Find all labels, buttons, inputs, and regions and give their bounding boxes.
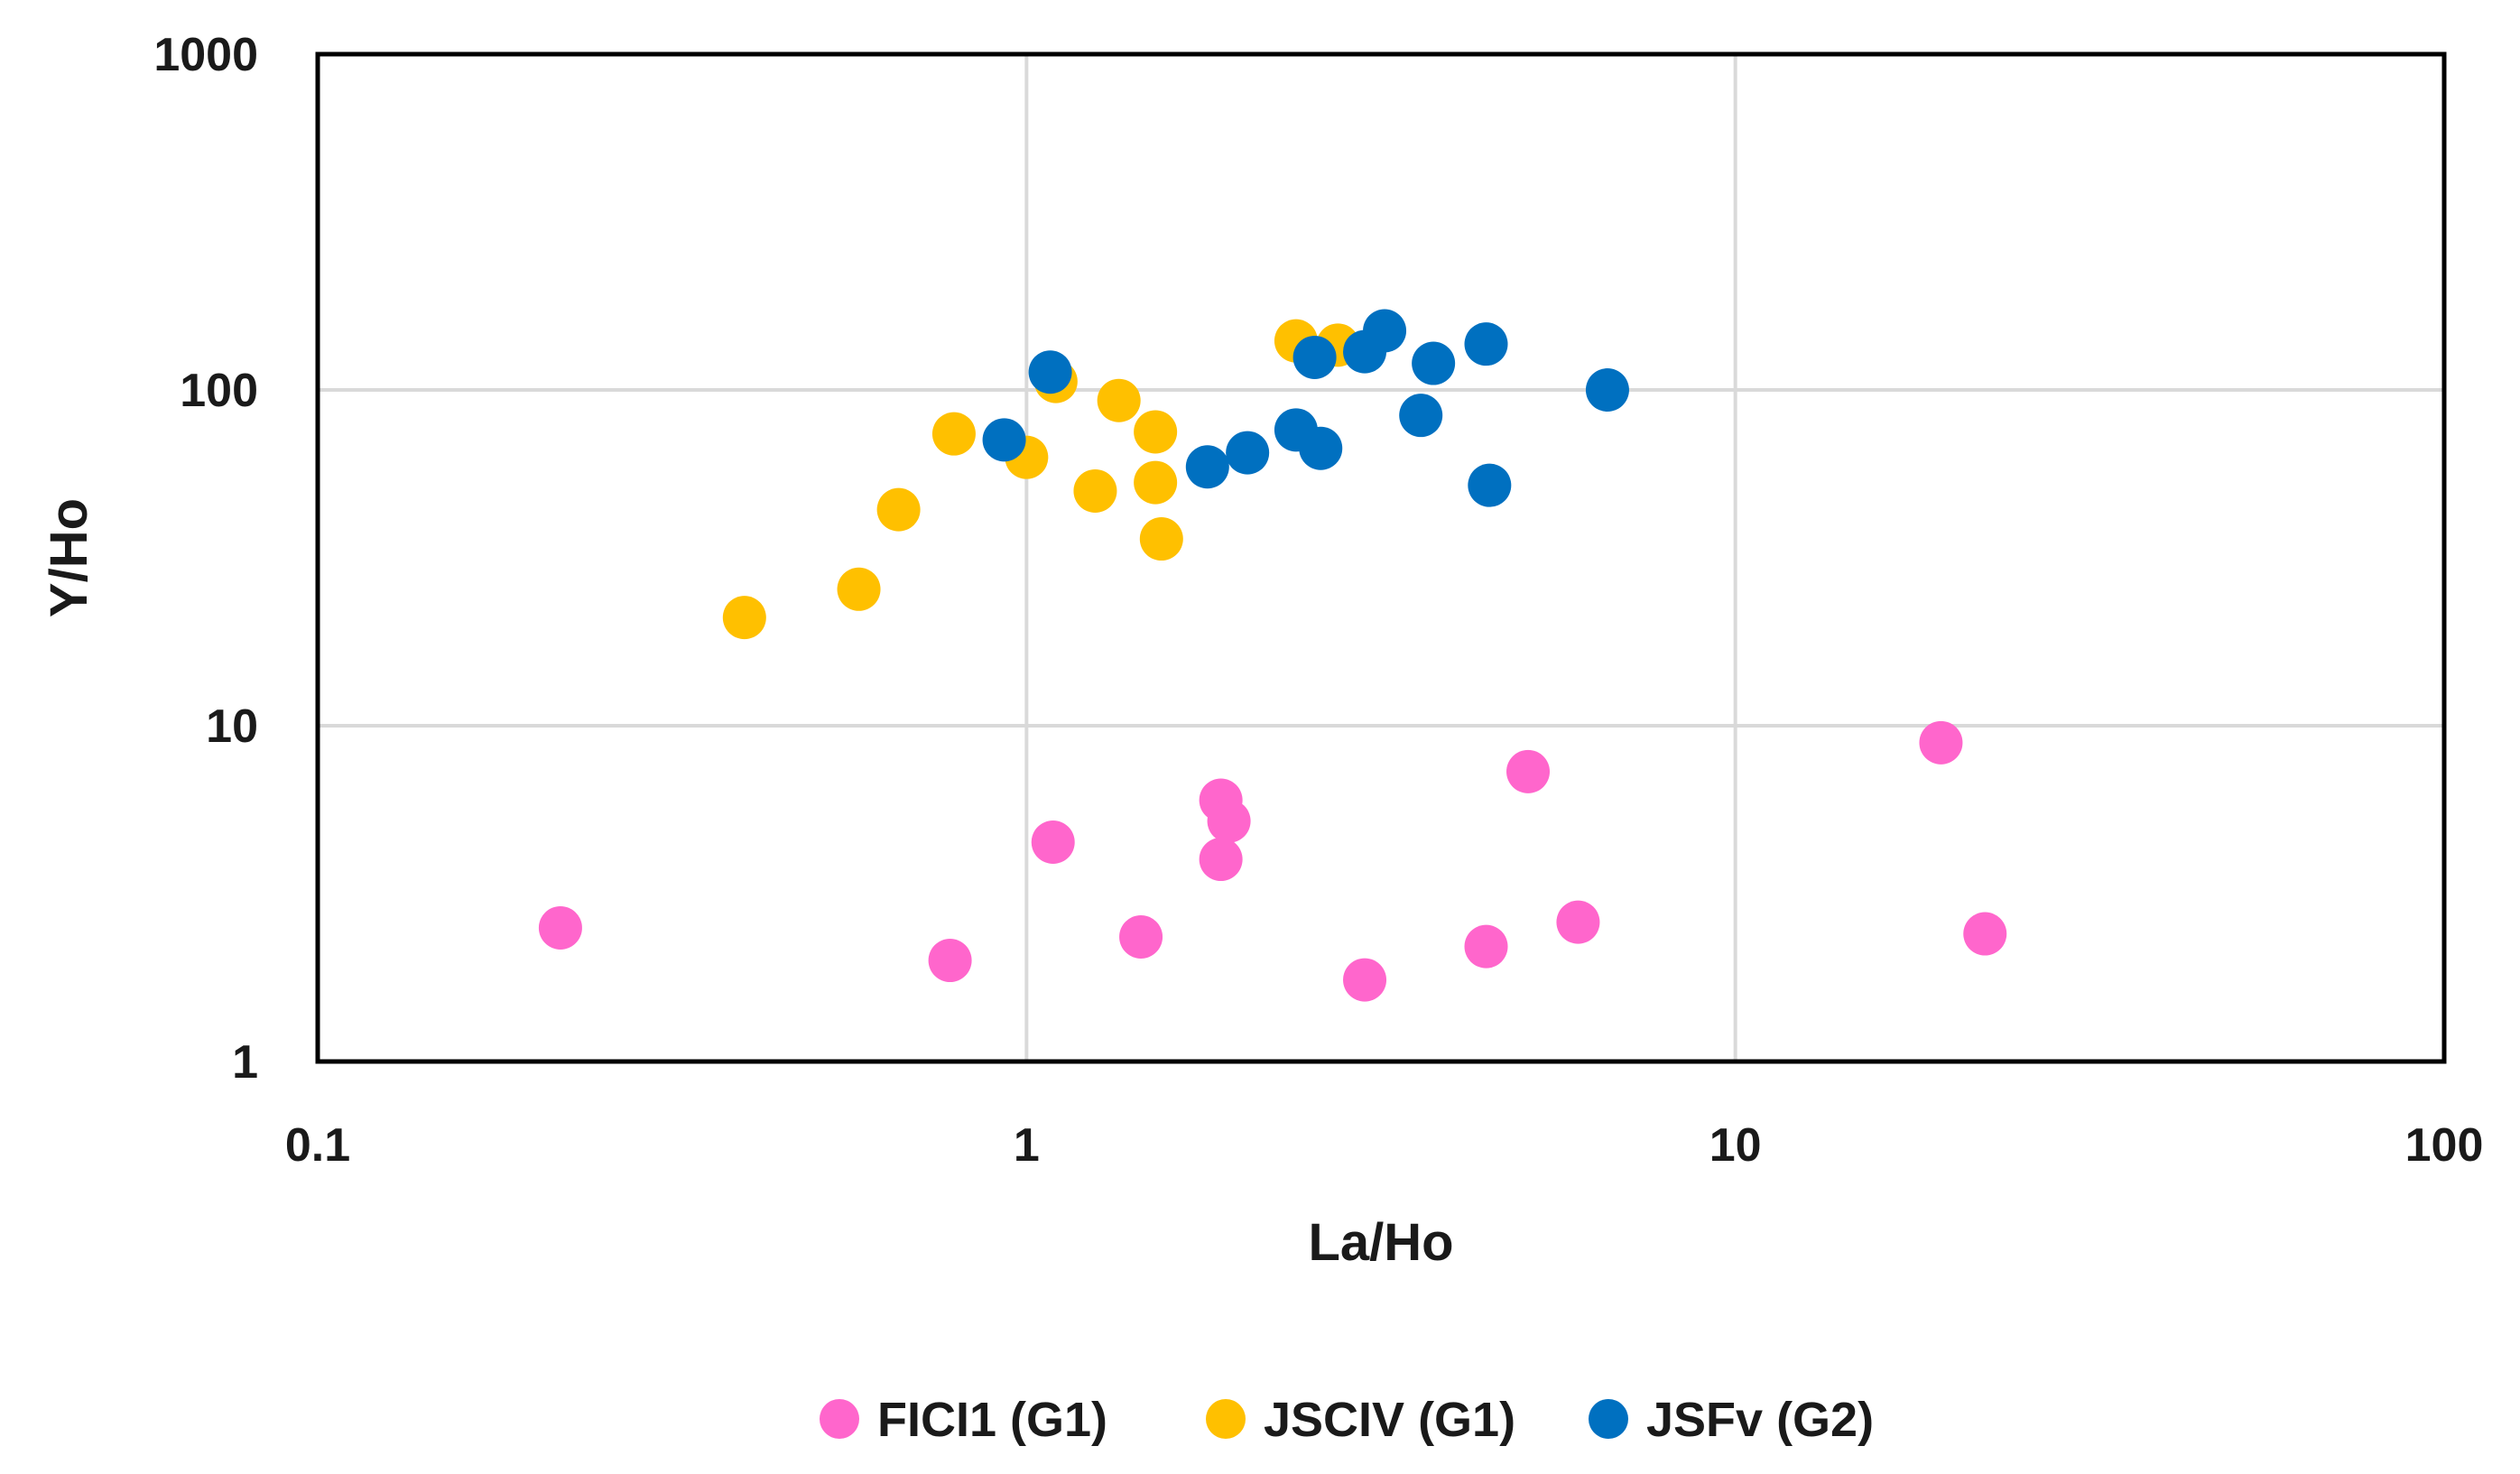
legend: FICI1 (G1) JSCIV (G1) JSFv (G2) [820,1393,1874,1447]
data-point-series-0 [1919,720,1963,765]
data-point-series-0 [1199,838,1243,882]
y-axis-title: Y/Ho [40,498,98,617]
data-point-series-2 [1468,463,1512,507]
data-point-series-0 [1506,749,1551,793]
data-point-series-2 [1028,350,1072,394]
y-tick-label: 1 [232,1036,258,1089]
data-point-series-1 [837,567,881,611]
legend-marker-2 [1589,1399,1628,1439]
data-point-series-0 [1556,900,1600,944]
data-point-series-0 [928,939,972,983]
data-point-series-2 [1399,394,1443,438]
data-point-series-2 [1363,309,1407,353]
y-tick-label: 10 [206,700,258,753]
data-point-series-0 [1343,958,1387,1002]
data-point-series-2 [1185,445,1229,489]
data-point-series-2 [1464,322,1508,366]
data-point-series-0 [1119,914,1163,959]
data-point-series-0 [1464,924,1508,969]
legend-label-0: FICI1 (G1) [877,1393,1107,1447]
legend-label-1: JSCIV (G1) [1264,1393,1515,1447]
plot-area-frame [315,51,2447,1064]
x-tick-label: 1 [1014,1119,1040,1172]
data-point-series-0 [1207,799,1251,843]
x-tick-label: 0.1 [285,1119,350,1172]
x-tick-label: 10 [1709,1119,1762,1172]
y-tick-label: 1000 [153,29,258,81]
x-tick-label: 100 [2405,1119,2484,1172]
data-point-series-2 [982,418,1026,462]
legend-marker-1 [1206,1399,1246,1439]
data-point-series-2 [1226,431,1270,475]
data-point-series-1 [1073,468,1117,513]
data-point-series-2 [1585,368,1629,412]
data-point-series-1 [1134,410,1178,454]
data-point-series-1 [722,596,766,640]
data-point-series-1 [1134,460,1178,505]
data-point-series-2 [1412,341,1456,385]
data-point-series-0 [1963,912,2007,956]
data-point-series-0 [538,905,582,950]
legend-marker-0 [820,1399,859,1439]
x-axis-title: La/Ho [1308,1213,1453,1272]
tick-labels: 0.1 1 10 100 1 10 100 1000 [153,29,2483,1172]
data-point-series-1 [931,412,976,456]
data-point-series-2 [1292,335,1337,379]
data-point-series-0 [1031,820,1075,865]
data-point-series-1 [1139,517,1183,561]
grid-layer [318,54,2444,1061]
legend-label-2: JSFv (G2) [1646,1393,1874,1447]
y-tick-label: 100 [180,365,258,417]
data-point-series-2 [1299,426,1343,470]
points-layer [538,309,2007,1002]
data-point-series-1 [1097,378,1141,422]
data-point-series-1 [876,487,921,532]
